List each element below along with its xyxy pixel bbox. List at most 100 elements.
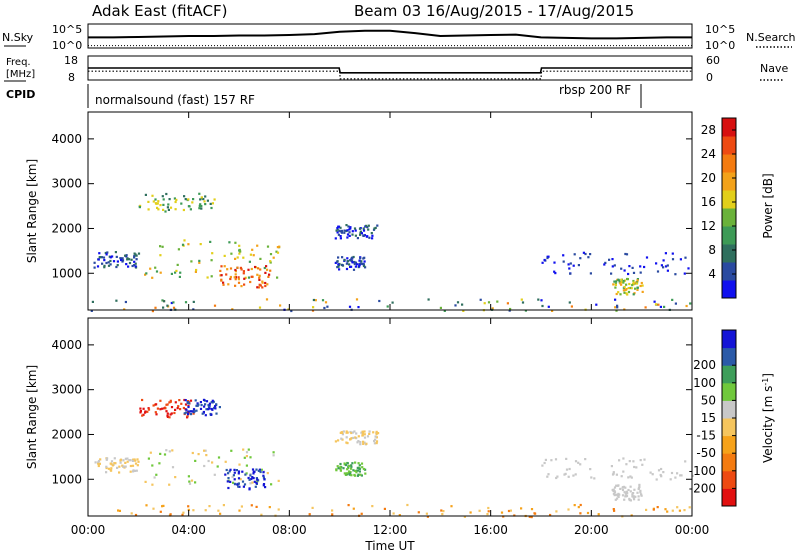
range-cell: [126, 460, 129, 463]
range-cell: [352, 469, 355, 472]
range-cell: [183, 195, 186, 198]
range-cell: [582, 251, 585, 254]
range-cell: [158, 462, 161, 465]
range-cell: [349, 227, 352, 230]
range-cell: [563, 473, 566, 476]
range-cell: [636, 279, 639, 282]
range-cell: [164, 407, 167, 410]
range-cell: [377, 432, 380, 435]
range-cell: [662, 266, 665, 269]
range-cell: [234, 241, 237, 244]
range-cell: [541, 304, 544, 308]
range-cell: [500, 511, 504, 514]
range-cell: [577, 264, 580, 267]
range-cell: [567, 263, 570, 266]
x-tick-label: 04:00: [171, 523, 206, 537]
range-cell: [359, 233, 362, 236]
range-cell: [629, 490, 632, 493]
range-cell: [173, 197, 176, 200]
range-cell: [362, 227, 365, 230]
range-cell: [336, 465, 339, 468]
range-cell: [370, 232, 373, 235]
range-cell: [660, 264, 663, 267]
range-cell: [541, 261, 544, 264]
range-cell: [199, 401, 202, 404]
range-cell: [637, 487, 640, 491]
range-cell: [164, 210, 167, 213]
range-cell: [190, 410, 193, 413]
range-cell: [252, 254, 255, 257]
range-cell: [345, 441, 348, 444]
range-cell: [204, 403, 207, 406]
range-cell: [555, 476, 558, 480]
range-cell: [200, 205, 203, 208]
range-cell: [264, 284, 267, 288]
range-cell: [233, 478, 236, 481]
range-cell: [106, 251, 109, 254]
range-cell: [549, 513, 552, 517]
range-cell: [245, 464, 248, 467]
range-cell: [586, 511, 590, 515]
velocity-colorbar-segment: [722, 488, 736, 507]
range-cell: [103, 266, 106, 269]
range-cell: [241, 470, 244, 473]
range-cell: [261, 286, 264, 289]
range-cell: [103, 259, 106, 262]
range-cell: [363, 260, 366, 263]
range-cell: [200, 404, 203, 407]
range-cell: [616, 306, 619, 309]
range-cell: [625, 494, 629, 498]
range-cell: [362, 467, 365, 471]
range-cell: [358, 467, 361, 470]
range-cell: [619, 282, 622, 285]
range-cell: [220, 279, 223, 282]
range-cell: [338, 268, 341, 271]
range-cell: [169, 413, 172, 416]
range-cell: [426, 515, 429, 518]
range-cell: [640, 494, 643, 497]
range-cell: [353, 262, 356, 266]
range-cell: [226, 268, 229, 271]
range-cell: [124, 465, 127, 468]
range-cell: [659, 473, 662, 477]
range-cell: [198, 192, 201, 195]
power-colorbar-tick-label: 16: [701, 195, 716, 209]
range-cell: [233, 471, 236, 474]
range-cell: [634, 287, 637, 290]
range-cell: [118, 471, 121, 474]
range-cell: [679, 258, 682, 261]
nsky-series-line: [88, 29, 692, 40]
range-cell: [641, 290, 644, 293]
range-cell: [348, 263, 351, 266]
range-cell: [671, 252, 674, 255]
range-cell: [111, 255, 114, 258]
range-cell: [97, 461, 100, 464]
range-cell: [336, 266, 339, 269]
range-cell: [636, 286, 639, 289]
range-cell: [643, 265, 646, 269]
range-cell: [237, 281, 241, 284]
power-colorbar-segment: [722, 172, 736, 191]
range-cell: [632, 281, 635, 284]
range-cell: [360, 232, 363, 235]
range-cell: [632, 279, 635, 283]
range-cell: [172, 306, 176, 309]
range-cell: [347, 225, 350, 228]
range-cell: [343, 229, 346, 232]
range-cell: [691, 474, 694, 477]
range-cell: [361, 430, 364, 433]
range-cell: [186, 413, 190, 416]
range-cell: [197, 453, 200, 456]
range-cell: [238, 509, 241, 512]
range-cell: [364, 266, 367, 269]
range-cell: [627, 476, 630, 479]
range-cell: [356, 466, 359, 469]
range-cell: [207, 405, 211, 408]
range-cell: [628, 498, 631, 502]
power-colorbar-tick-label: 8: [708, 243, 716, 257]
range-cell: [118, 465, 121, 468]
range-cell: [249, 473, 252, 476]
range-cell: [233, 468, 236, 471]
range-cell: [166, 412, 169, 415]
